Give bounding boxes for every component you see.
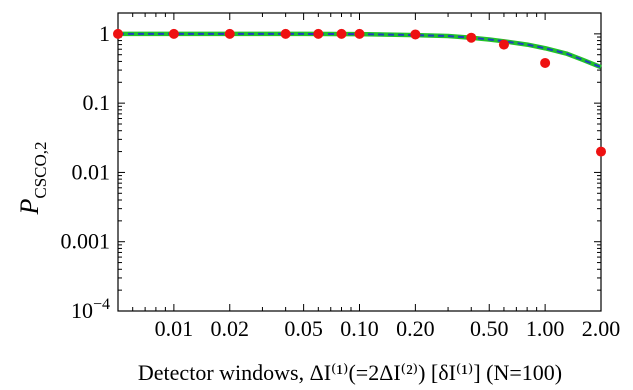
data-point [466,32,477,43]
data-point [224,28,235,39]
x-tick-label: 0.02 [211,316,250,341]
plot-frame [117,12,602,312]
x-axis-title: Detector windows, ΔI⁽¹⁾(=2ΔI⁽²⁾) [δI⁽¹⁾]… [138,360,562,385]
y-tick-label: 10−4 [71,296,110,323]
y-tick-label: 1 [99,21,110,46]
y-tick-label: 0.001 [61,229,111,254]
data-point [336,28,347,39]
y-tick-label: 0.01 [72,159,111,184]
x-tick-label: 0.05 [284,316,323,341]
y-axis-title-sub: CSCO,2 [31,141,50,198]
series-layer [113,28,606,157]
x-tick-label: 2.00 [582,316,621,341]
y-tick-label: 0.1 [83,90,111,115]
series-line-blue-dashed [118,32,602,69]
data-point [313,28,324,39]
x-tick-label: 0.10 [340,316,379,341]
data-point [168,28,179,39]
data-point [596,146,606,157]
axis-ticks [117,12,602,312]
x-tick-label: 0.50 [470,316,509,341]
data-point [498,39,509,50]
data-point [113,28,123,39]
y-axis-title-main: P [15,199,44,216]
x-tick-label: 1.00 [526,316,565,341]
axis-titles: Detector windows, ΔI⁽¹⁾(=2ΔI⁽²⁾) [δI⁽¹⁾]… [15,141,562,385]
tick-labels: 0.01 0.02 0.05 0.10 0.20 0.50 1.00 2.00 1 0.1 0.01… [61,21,621,341]
data-point [354,28,365,39]
y-axis-title: PCSCO,2 [15,141,50,215]
data-point [540,57,551,68]
data-point [410,29,421,40]
x-tick-label: 0.20 [396,316,435,341]
plot-border [117,12,602,312]
x-tick-label: 0.01 [155,316,194,341]
data-point [280,28,291,39]
series-line-green [118,31,602,70]
